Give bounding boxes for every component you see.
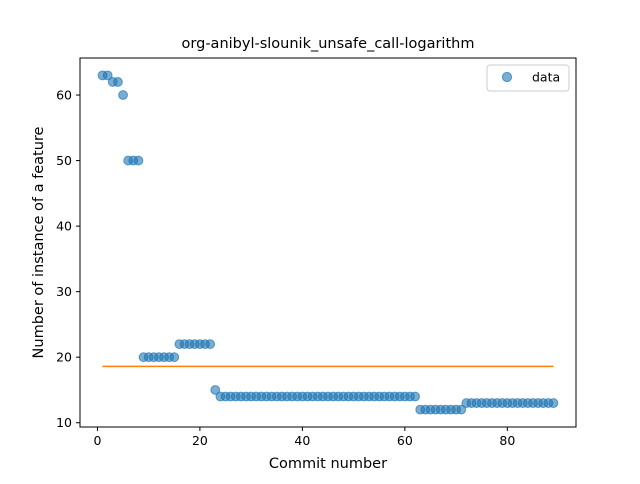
data-point xyxy=(133,155,144,166)
x-tick-label: 60 xyxy=(397,433,413,448)
legend-marker xyxy=(501,71,513,83)
y-tick-label: 20 xyxy=(56,350,72,365)
legend-box xyxy=(486,64,570,92)
data-point xyxy=(205,339,216,349)
data-point xyxy=(210,385,221,395)
data-point xyxy=(548,398,559,408)
y-tick-label: 60 xyxy=(56,88,72,103)
data-point xyxy=(169,352,180,363)
chart-title: org-anibyl-slounik_unsafe_call-logarithm xyxy=(182,36,475,52)
x-axis-label: Commit number xyxy=(269,456,387,472)
plot-layer xyxy=(97,70,559,415)
data-point xyxy=(118,90,128,100)
ticks-layer: 0 20 40 60 80 10 20 30 40 50 60 xyxy=(56,88,515,448)
y-tick-label: 30 xyxy=(56,284,72,299)
data-point xyxy=(102,70,113,81)
y-tick-label: 10 xyxy=(56,415,72,430)
x-tick-label: 40 xyxy=(294,433,310,448)
y-tick-label: 40 xyxy=(56,219,72,234)
legend-label: data xyxy=(532,70,560,85)
data-point xyxy=(410,391,421,402)
y-axis-label: Number of instance of a feature xyxy=(31,126,47,358)
y-tick-label: 50 xyxy=(56,153,72,168)
x-tick-label: 80 xyxy=(499,433,515,448)
data-point xyxy=(113,77,123,87)
legend: data xyxy=(486,64,570,92)
x-tick-label: 0 xyxy=(93,433,101,448)
axes-frame xyxy=(79,57,577,428)
x-tick-label: 20 xyxy=(192,433,208,448)
data-point xyxy=(456,404,467,415)
axes-layer xyxy=(79,57,577,428)
